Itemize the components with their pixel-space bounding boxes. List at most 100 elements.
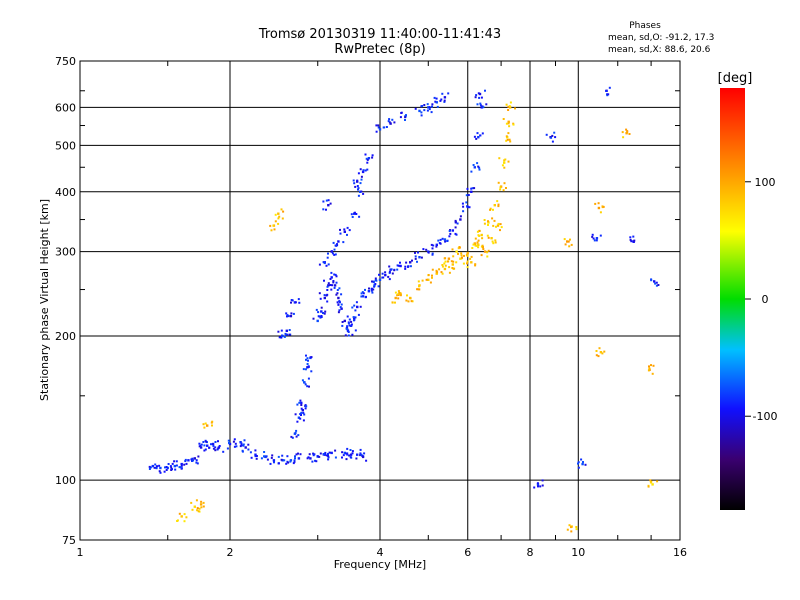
data-point [570, 243, 573, 246]
data-point [483, 219, 486, 221]
data-point [655, 281, 658, 284]
data-point [577, 462, 579, 465]
data-point [323, 296, 326, 300]
data-point [204, 422, 207, 425]
data-point [333, 248, 336, 251]
data-point [195, 499, 198, 502]
data-point [249, 451, 252, 454]
data-point [357, 172, 360, 175]
data-point [450, 260, 453, 263]
data-point [326, 256, 329, 259]
data-point [416, 288, 419, 291]
data-point [388, 121, 391, 124]
data-point [355, 213, 358, 215]
data-point [366, 161, 369, 164]
data-point [320, 316, 323, 318]
data-point [474, 264, 477, 267]
data-point [377, 124, 380, 127]
data-point [473, 187, 476, 190]
data-point [405, 114, 407, 117]
data-point [425, 248, 428, 251]
data-point [364, 288, 366, 291]
data-point [568, 245, 571, 248]
data-point [486, 234, 489, 237]
data-point [346, 452, 349, 455]
data-point [479, 134, 482, 137]
data-point [289, 459, 293, 462]
data-point [331, 252, 334, 255]
data-point [330, 276, 333, 279]
data-point [657, 284, 660, 286]
data-point [298, 301, 301, 304]
data-point [158, 464, 161, 467]
data-point [346, 325, 349, 328]
data-point [418, 285, 420, 288]
data-point [595, 354, 598, 357]
data-point [208, 446, 211, 449]
data-point [285, 329, 288, 332]
data-point [360, 178, 363, 181]
data-point [496, 200, 499, 203]
data-point [323, 312, 326, 315]
data-point [272, 459, 276, 462]
data-point [173, 464, 176, 468]
data-point [310, 370, 313, 373]
data-point [621, 131, 624, 134]
data-point [443, 257, 446, 260]
data-point [431, 276, 433, 279]
data-point [239, 441, 242, 444]
data-point [505, 122, 508, 125]
data-point [370, 287, 373, 290]
data-point [493, 219, 496, 222]
data-point [214, 449, 217, 452]
data-point [478, 229, 481, 232]
data-point [211, 442, 215, 446]
data-point [200, 500, 203, 503]
data-point [399, 116, 402, 119]
data-point [355, 457, 358, 460]
data-point [343, 451, 346, 455]
data-point [429, 281, 432, 284]
data-point [581, 462, 584, 466]
data-point [153, 466, 156, 469]
data-point [382, 126, 385, 129]
data-point [399, 264, 402, 268]
data-point [507, 105, 510, 108]
data-point [198, 507, 201, 510]
data-point [375, 130, 378, 133]
data-point [149, 466, 152, 469]
data-point [427, 251, 430, 254]
data-point [185, 462, 188, 465]
data-point [304, 407, 307, 410]
data-point [396, 264, 399, 267]
data-point [397, 294, 400, 296]
data-point [400, 111, 403, 114]
data-point [459, 218, 462, 221]
data-point [361, 170, 365, 174]
x-tick-label: 6 [464, 546, 471, 559]
data-point [233, 438, 236, 441]
data-point [148, 465, 151, 468]
data-point [476, 103, 479, 106]
data-point [466, 266, 469, 269]
data-point [409, 261, 412, 264]
data-point [591, 235, 594, 238]
data-point [368, 287, 370, 290]
data-point [428, 106, 431, 109]
data-point [316, 319, 319, 323]
data-point [337, 240, 340, 243]
data-point [179, 466, 182, 469]
data-point [318, 263, 321, 266]
data-point [655, 284, 658, 287]
data-point [192, 459, 195, 462]
data-point [551, 140, 554, 143]
data-point [203, 449, 206, 452]
data-point [446, 239, 449, 242]
data-point [441, 264, 444, 266]
data-point [545, 133, 548, 136]
data-point [389, 122, 392, 125]
data-point [295, 435, 298, 438]
data-point [271, 454, 274, 457]
data-point [254, 453, 257, 456]
data-point [378, 273, 380, 276]
